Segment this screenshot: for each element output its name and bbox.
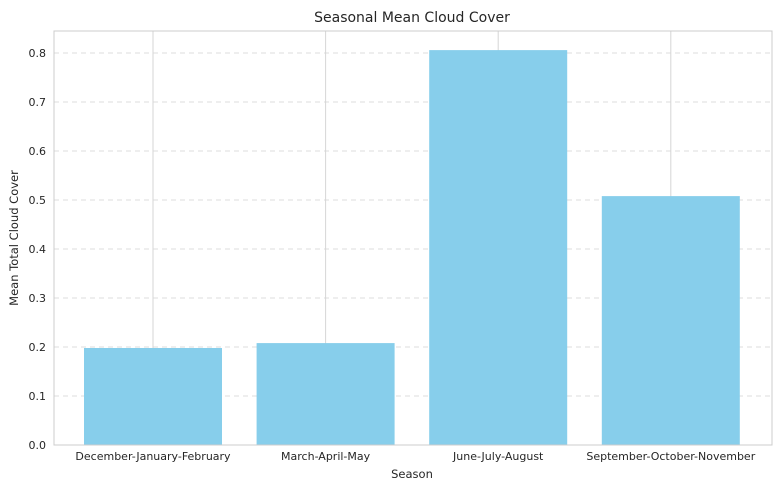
y-tick-label: 0.4 bbox=[29, 243, 47, 256]
x-tick-label: December-January-February bbox=[75, 450, 231, 463]
x-axis-label: Season bbox=[391, 467, 433, 481]
y-axis-label: Mean Total Cloud Cover bbox=[7, 170, 21, 306]
chart-title: Seasonal Mean Cloud Cover bbox=[314, 10, 510, 26]
y-tick-label: 0.2 bbox=[29, 341, 47, 354]
x-tick-label: September-October-November bbox=[586, 450, 755, 463]
y-tick-label: 0.0 bbox=[29, 439, 47, 452]
bar bbox=[256, 343, 395, 445]
x-tick-label: June-July-August bbox=[452, 450, 544, 463]
y-axis-ticks: 0.0 0.1 0.2 0.3 0.4 0.5 0.6 0.7 0.8 bbox=[29, 47, 47, 452]
x-axis-ticks: December-January-February March-April-May… bbox=[75, 450, 755, 463]
y-tick-label: 0.8 bbox=[29, 47, 47, 60]
bar bbox=[84, 347, 222, 445]
y-tick-label: 0.1 bbox=[29, 390, 47, 403]
bar bbox=[429, 50, 568, 445]
y-tick-label: 0.5 bbox=[29, 194, 47, 207]
x-tick-label: March-April-May bbox=[281, 450, 371, 463]
y-tick-label: 0.7 bbox=[29, 96, 47, 109]
bars bbox=[84, 50, 740, 445]
y-tick-label: 0.6 bbox=[29, 145, 47, 158]
y-tick-label: 0.3 bbox=[29, 292, 47, 305]
bar bbox=[601, 196, 740, 445]
plot-frame bbox=[53, 30, 773, 446]
